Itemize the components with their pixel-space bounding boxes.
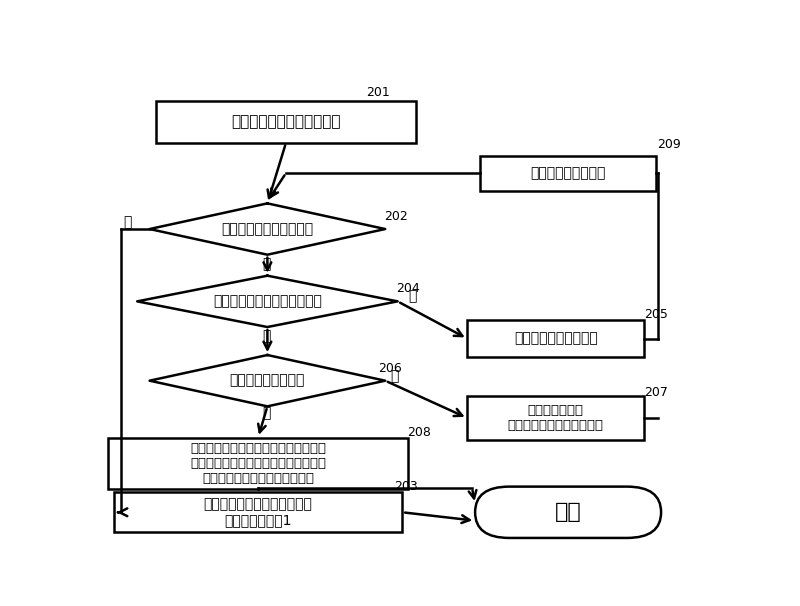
FancyBboxPatch shape [475,487,661,538]
FancyBboxPatch shape [108,438,409,489]
Text: 202: 202 [384,210,408,223]
Text: 否: 否 [262,257,270,271]
Text: 要求处理器进入低功耗模式？: 要求处理器进入低功耗模式？ [213,295,322,308]
Text: 结束: 结束 [554,502,582,522]
Text: 是: 是 [390,369,398,383]
Text: 处理器成功获得资源使用权，
信号量计数器减1: 处理器成功获得资源使用权， 信号量计数器减1 [204,497,313,527]
FancyBboxPatch shape [480,156,657,190]
Text: 201: 201 [366,86,390,99]
FancyBboxPatch shape [467,396,644,440]
Text: 处理器进入低功耗模式: 处理器进入低功耗模式 [514,331,598,345]
Text: 信号量计数器值大于零？: 信号量计数器值大于零？ [222,222,314,236]
Text: 处理器被阻塞，
处等待读操作返回数据状态: 处理器被阻塞， 处等待读操作返回数据状态 [508,404,604,432]
Text: 其他处理器释放资源: 其他处理器释放资源 [530,166,606,180]
Text: 返回请求失败信息，信号量单元设置该
处理器等待信号量标示，等待该处理器
获得信号量后向处理器发送中断: 返回请求失败信息，信号量单元设置该 处理器等待信号量标示，等待该处理器 获得信号… [190,442,326,485]
Text: 处理器发出硬件信号量请求: 处理器发出硬件信号量请求 [231,114,341,129]
FancyBboxPatch shape [156,101,416,142]
Text: 否: 否 [262,329,270,344]
Text: 否: 否 [262,407,270,421]
Text: 205: 205 [644,308,668,321]
Text: 阻塞处理器读操作？: 阻塞处理器读操作？ [230,374,305,388]
FancyBboxPatch shape [114,493,402,532]
Text: 209: 209 [657,138,681,151]
Text: 206: 206 [378,362,402,375]
Text: 是: 是 [123,215,132,229]
FancyBboxPatch shape [467,320,644,358]
Text: 207: 207 [644,387,668,399]
Text: 204: 204 [396,282,420,295]
Text: 是: 是 [409,290,417,304]
Text: 208: 208 [407,426,430,439]
Text: 203: 203 [394,480,418,493]
